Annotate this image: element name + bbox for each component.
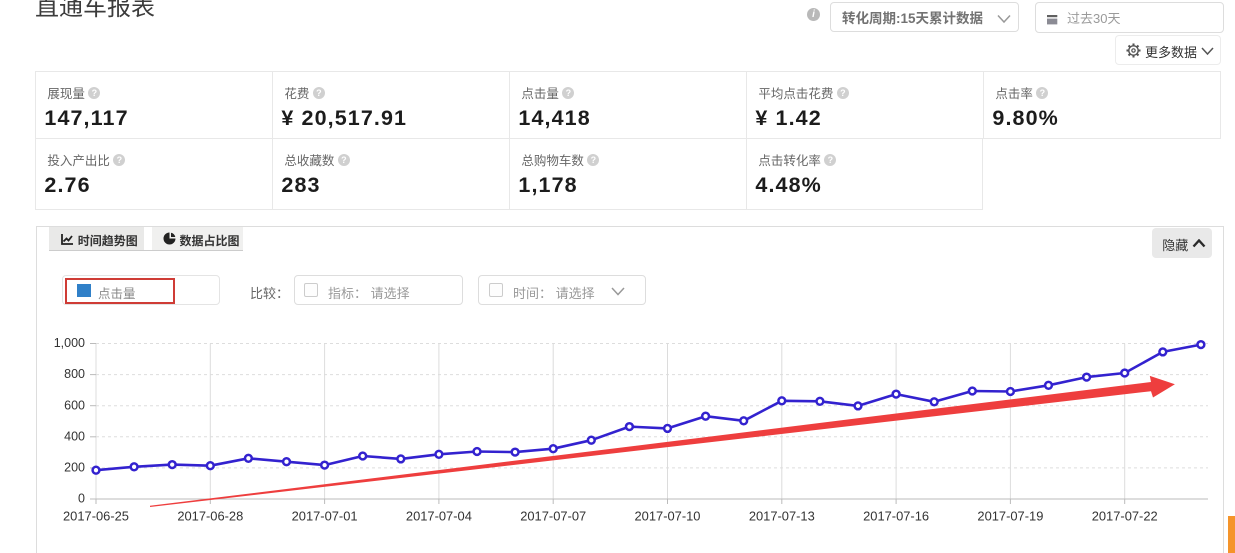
svg-text:600: 600 xyxy=(64,398,85,412)
svg-text:2017-07-13: 2017-07-13 xyxy=(749,509,815,524)
svg-text:400: 400 xyxy=(64,429,85,443)
svg-text:200: 200 xyxy=(64,461,85,475)
svg-text:2017-07-07: 2017-07-07 xyxy=(520,509,586,524)
svg-text:2017-06-25: 2017-06-25 xyxy=(63,509,129,524)
svg-text:2017-07-04: 2017-07-04 xyxy=(406,509,472,524)
svg-text:2017-07-22: 2017-07-22 xyxy=(1092,509,1158,524)
svg-text:2017-07-01: 2017-07-01 xyxy=(292,509,358,524)
svg-text:1,000: 1,000 xyxy=(54,336,85,350)
svg-text:2017-06-28: 2017-06-28 xyxy=(177,509,243,524)
svg-text:2017-07-19: 2017-07-19 xyxy=(977,509,1043,524)
svg-text:0: 0 xyxy=(78,492,85,506)
svg-text:2017-07-16: 2017-07-16 xyxy=(863,509,929,524)
svg-text:800: 800 xyxy=(64,367,85,381)
svg-text:2017-07-10: 2017-07-10 xyxy=(635,509,701,524)
